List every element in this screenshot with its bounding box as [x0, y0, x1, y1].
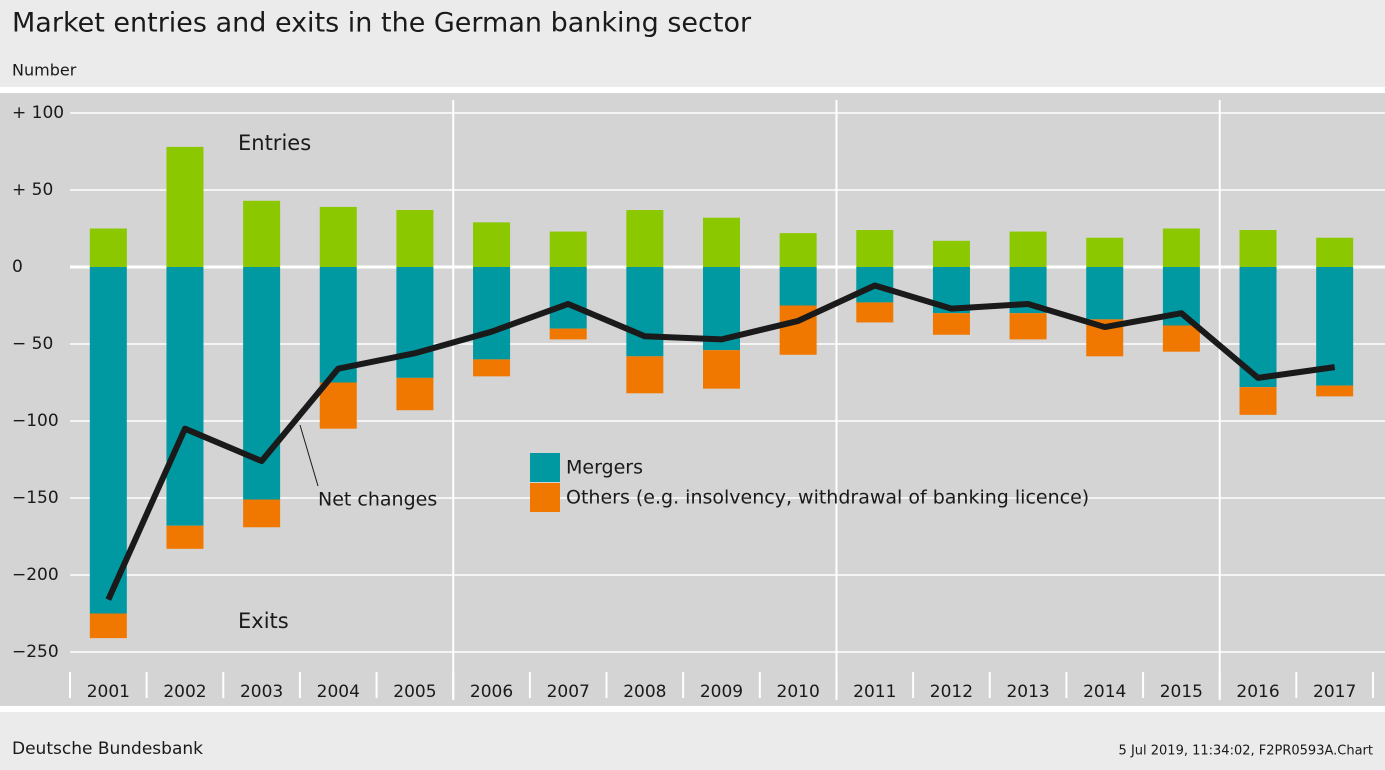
bar	[166, 525, 204, 549]
bar	[856, 302, 894, 323]
x-tick-label: 2013	[1006, 682, 1049, 702]
bar	[473, 359, 511, 377]
chart-title: Market entries and exits in the German b…	[12, 8, 752, 39]
x-tick-label: 2007	[547, 682, 590, 702]
bar	[703, 217, 740, 267]
bar	[473, 267, 511, 360]
bar	[1162, 228, 1200, 267]
bar	[549, 328, 587, 340]
bar	[932, 313, 970, 335]
bar	[1086, 267, 1124, 320]
annotation: Net changes	[318, 489, 437, 511]
y-tick-label: + 50	[12, 180, 53, 200]
bar	[932, 240, 970, 267]
net-line	[105, 282, 1336, 601]
bar	[396, 267, 434, 378]
x-tick-label: 2009	[700, 682, 743, 702]
bar	[626, 210, 664, 267]
bar	[779, 267, 817, 306]
bar	[1162, 325, 1200, 352]
bar	[626, 356, 664, 394]
bar	[243, 200, 281, 267]
legend-swatch	[530, 453, 560, 482]
leader-line	[299, 424, 319, 487]
bar	[703, 350, 740, 389]
bar	[166, 146, 204, 267]
bar	[396, 210, 434, 267]
source: Deutsche Bundesbank	[12, 739, 203, 759]
header-rule	[0, 87, 1385, 93]
bar	[1086, 237, 1124, 267]
y-tick-label: 0	[12, 257, 23, 277]
x-tick-label: 2001	[87, 682, 130, 702]
bar	[549, 231, 587, 267]
legend-label: Mergers	[566, 457, 643, 479]
bar	[1009, 231, 1047, 267]
y-tick-label: − 50	[12, 334, 53, 354]
bar	[319, 382, 357, 429]
legend-label: Others (e.g. insolvency, withdrawal of b…	[566, 487, 1089, 509]
y-tick-label: −100	[12, 411, 59, 431]
bar	[89, 613, 127, 639]
bar	[473, 222, 511, 267]
bar	[89, 267, 127, 614]
bar	[396, 377, 434, 411]
x-tick-label: 2002	[163, 682, 206, 702]
bar	[1316, 237, 1354, 267]
x-tick-label: 2010	[777, 682, 820, 702]
y-unit-label: Number	[12, 61, 77, 80]
x-tick-label: 2015	[1160, 682, 1203, 702]
bar	[1239, 387, 1277, 415]
x-tick-label: 2006	[470, 682, 513, 702]
bar	[1316, 385, 1354, 397]
bar	[243, 499, 281, 528]
y-tick-label: −200	[12, 565, 59, 585]
bar	[549, 267, 587, 329]
bar	[1239, 230, 1277, 267]
plot-background	[0, 93, 1385, 706]
bar	[856, 230, 894, 267]
x-tick-label: 2008	[623, 682, 666, 702]
x-tick-label: 2016	[1236, 682, 1279, 702]
legend-swatch	[530, 483, 560, 512]
y-tick-label: + 100	[12, 103, 64, 123]
x-tick-label: 2014	[1083, 682, 1126, 702]
bar	[319, 206, 357, 267]
bar	[166, 267, 204, 526]
x-tick-label: 2004	[317, 682, 360, 702]
footer-rule	[0, 706, 1385, 712]
bar	[779, 233, 817, 267]
x-tick-label: 2011	[853, 682, 896, 702]
x-tick-label: 2017	[1313, 682, 1356, 702]
bar	[626, 267, 664, 357]
x-tick-label: 2005	[393, 682, 436, 702]
x-tick-label: 2003	[240, 682, 283, 702]
x-tick-label: 2012	[930, 682, 973, 702]
bar	[89, 228, 127, 267]
y-tick-label: −150	[12, 488, 59, 508]
bar	[243, 267, 281, 500]
bar	[1009, 313, 1047, 340]
annotation: Exits	[238, 609, 289, 633]
y-tick-label: −250	[12, 642, 59, 662]
footnote: 5 Jul 2019, 11:34:02, F2PR0593A.Chart	[1119, 744, 1373, 759]
annotation: Entries	[238, 131, 311, 155]
